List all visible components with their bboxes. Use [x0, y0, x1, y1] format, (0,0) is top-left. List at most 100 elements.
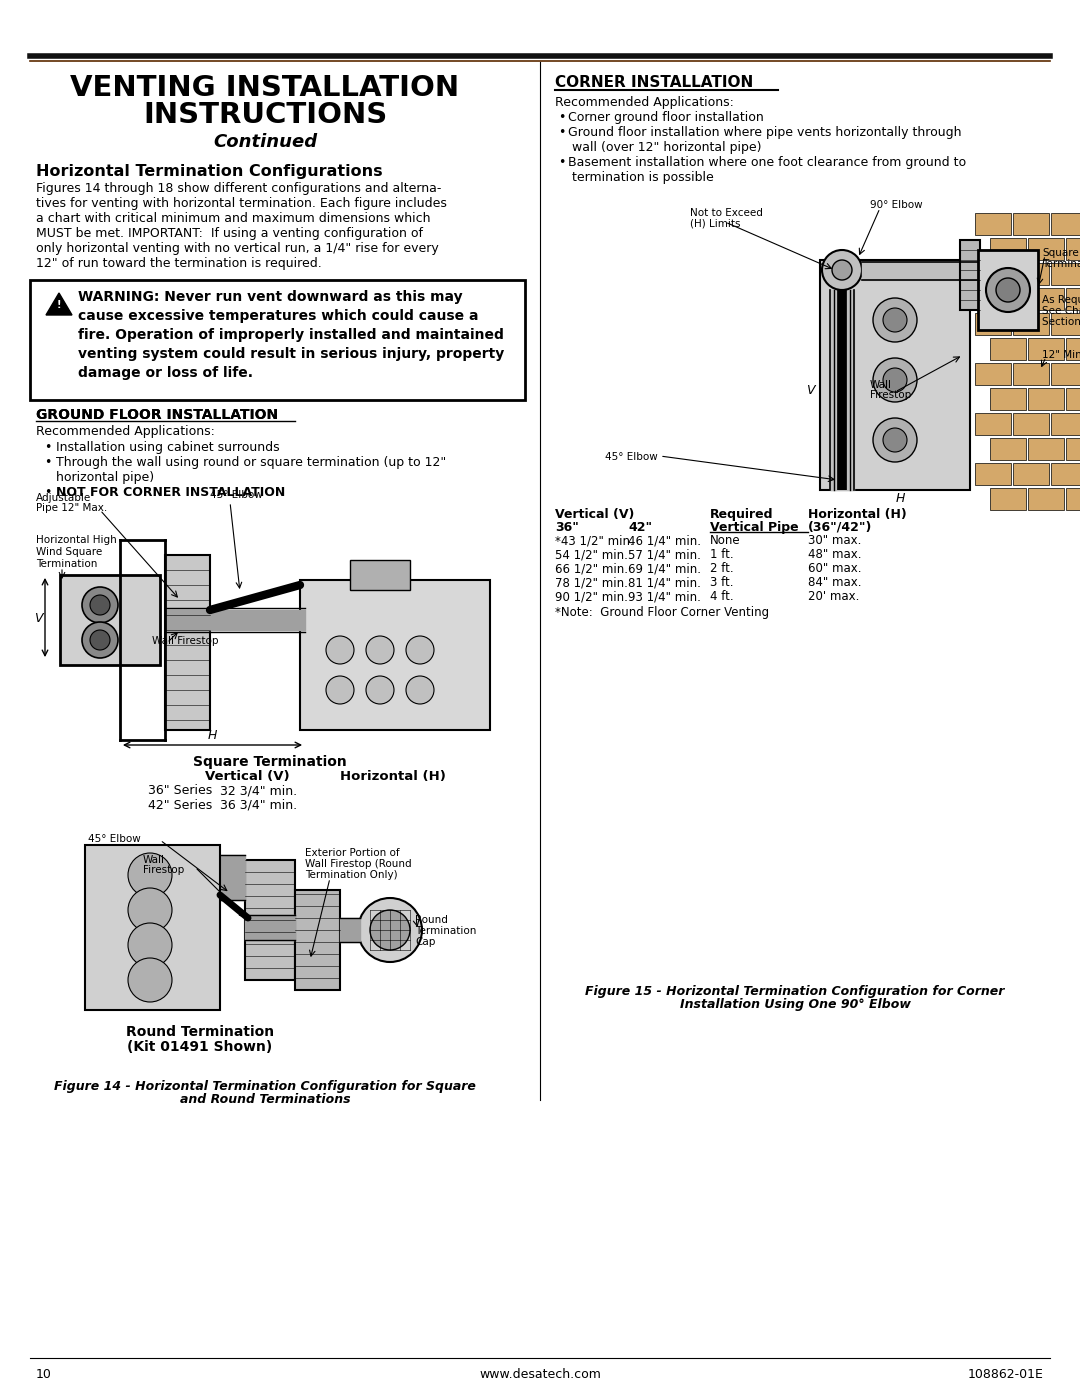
Bar	[978, 250, 1038, 330]
Text: 93 1/4" min.: 93 1/4" min.	[627, 590, 701, 604]
Text: 54 1/2" min.: 54 1/2" min.	[555, 548, 627, 562]
Text: a chart with critical minimum and maximum dimensions which: a chart with critical minimum and maximu…	[36, 212, 431, 225]
Text: Installation Using One 90° Elbow: Installation Using One 90° Elbow	[679, 997, 910, 1011]
Text: termination is possible: termination is possible	[572, 170, 714, 184]
Text: See Chart for Pipe: See Chart for Pipe	[1042, 306, 1080, 316]
Text: Continued: Continued	[213, 133, 318, 151]
Circle shape	[873, 298, 917, 342]
Text: 36 3/4" min.: 36 3/4" min.	[220, 799, 297, 812]
Text: Round: Round	[415, 915, 448, 925]
Circle shape	[366, 636, 394, 664]
Text: V: V	[806, 384, 814, 397]
Text: tives for venting with horizontal termination. Each figure includes: tives for venting with horizontal termin…	[36, 197, 447, 210]
Text: •: •	[558, 156, 565, 169]
Text: Wall: Wall	[870, 380, 892, 390]
Bar	[350, 560, 410, 590]
Text: horizontal pipe): horizontal pipe)	[56, 471, 154, 483]
Text: MUST be met. IMPORTANT:  If using a venting configuration of: MUST be met. IMPORTANT: If using a venti…	[36, 226, 423, 240]
Text: GROUND FLOOR INSTALLATION: GROUND FLOOR INSTALLATION	[36, 408, 279, 422]
Bar	[975, 363, 1011, 386]
Text: Figure 15 - Horizontal Termination Configuration for Corner: Figure 15 - Horizontal Termination Confi…	[585, 985, 1004, 997]
Text: Through the wall using round or square termination (up to 12": Through the wall using round or square t…	[56, 455, 446, 469]
Bar	[165, 555, 210, 731]
Text: NOT FOR CORNER INSTALLATION: NOT FOR CORNER INSTALLATION	[56, 486, 285, 499]
Bar	[1028, 237, 1064, 260]
Circle shape	[129, 854, 172, 897]
Text: Termination: Termination	[415, 926, 476, 936]
Text: Wall: Wall	[143, 855, 165, 865]
Bar	[1013, 263, 1049, 285]
Text: Firestop: Firestop	[870, 390, 912, 400]
Text: •: •	[44, 486, 52, 499]
Text: Section Required: Section Required	[1042, 317, 1080, 327]
Text: 108862-01E: 108862-01E	[968, 1368, 1044, 1382]
Bar	[1066, 388, 1080, 409]
Text: only horizontal venting with no vertical run, a 1/4" rise for every: only horizontal venting with no vertical…	[36, 242, 438, 256]
Circle shape	[883, 367, 907, 393]
Text: Horizontal Termination Configurations: Horizontal Termination Configurations	[36, 163, 382, 179]
Text: (H) Limits: (H) Limits	[690, 219, 741, 229]
Text: 12" of run toward the termination is required.: 12" of run toward the termination is req…	[36, 257, 322, 270]
Bar	[245, 861, 295, 981]
Text: fire. Operation of improperly installed and maintained: fire. Operation of improperly installed …	[78, 328, 504, 342]
Text: Cap: Cap	[415, 937, 435, 947]
Text: 32 3/4" min.: 32 3/4" min.	[220, 784, 297, 798]
Bar	[1066, 488, 1080, 510]
Bar	[1013, 462, 1049, 485]
Text: 57 1/4" min.: 57 1/4" min.	[627, 548, 701, 562]
Circle shape	[370, 909, 410, 950]
Text: 81 1/4" min.: 81 1/4" min.	[627, 576, 701, 590]
Text: •: •	[558, 126, 565, 138]
Polygon shape	[46, 293, 72, 314]
Text: 48" max.: 48" max.	[808, 548, 862, 562]
Text: 42": 42"	[627, 521, 652, 534]
Bar	[960, 240, 980, 310]
Text: Required: Required	[710, 509, 773, 521]
Text: Horizontal High: Horizontal High	[36, 535, 117, 545]
Circle shape	[82, 587, 118, 623]
Text: Pipe 12" Max.: Pipe 12" Max.	[36, 503, 107, 513]
Text: Ground floor installation where pipe vents horizontally through: Ground floor installation where pipe ven…	[568, 126, 961, 138]
Text: Termination: Termination	[36, 559, 97, 569]
Bar	[975, 414, 1011, 434]
Text: 20' max.: 20' max.	[808, 590, 860, 604]
Text: Wall Firestop (Round: Wall Firestop (Round	[305, 859, 411, 869]
Bar	[975, 313, 1011, 335]
Circle shape	[82, 622, 118, 658]
Text: 90 1/2" min.: 90 1/2" min.	[555, 590, 627, 604]
Text: 90° Elbow: 90° Elbow	[870, 200, 922, 210]
Text: Wind Square: Wind Square	[36, 548, 103, 557]
Text: (36"/42"): (36"/42")	[808, 521, 873, 534]
Text: 12" Minimum: 12" Minimum	[1042, 351, 1080, 360]
Text: Wall Firestop: Wall Firestop	[152, 636, 218, 645]
Circle shape	[406, 636, 434, 664]
Text: 78 1/2" min.: 78 1/2" min.	[555, 576, 627, 590]
Text: Figure 14 - Horizontal Termination Configuration for Square: Figure 14 - Horizontal Termination Confi…	[54, 1080, 476, 1092]
Text: Corner ground floor installation: Corner ground floor installation	[568, 110, 764, 124]
Text: 45° Elbow: 45° Elbow	[87, 834, 140, 844]
Bar	[1066, 288, 1080, 310]
Text: CORNER INSTALLATION: CORNER INSTALLATION	[555, 75, 753, 89]
Text: 30" max.: 30" max.	[808, 534, 862, 548]
Text: 2 ft.: 2 ft.	[710, 562, 733, 576]
Text: Basement installation where one foot clearance from ground to: Basement installation where one foot cle…	[568, 156, 967, 169]
Text: 36" Series: 36" Series	[148, 784, 213, 798]
Text: 1 ft.: 1 ft.	[710, 548, 733, 562]
Text: !: !	[57, 300, 62, 310]
Text: wall (over 12" horizontal pipe): wall (over 12" horizontal pipe)	[572, 141, 761, 154]
Bar	[1028, 388, 1064, 409]
Bar	[300, 580, 490, 731]
Text: 69 1/4" min.: 69 1/4" min.	[627, 562, 701, 576]
Bar	[975, 462, 1011, 485]
Bar	[1013, 212, 1049, 235]
Text: Figures 14 through 18 show different configurations and alterna-: Figures 14 through 18 show different con…	[36, 182, 442, 196]
Text: 66 1/2" min.: 66 1/2" min.	[555, 562, 627, 576]
Text: 42" Series: 42" Series	[148, 799, 213, 812]
Bar	[1013, 363, 1049, 386]
Bar	[1028, 338, 1064, 360]
Bar	[1066, 439, 1080, 460]
Text: None: None	[710, 534, 741, 548]
Bar	[295, 890, 340, 990]
Text: •: •	[558, 110, 565, 124]
Text: 10: 10	[36, 1368, 52, 1382]
